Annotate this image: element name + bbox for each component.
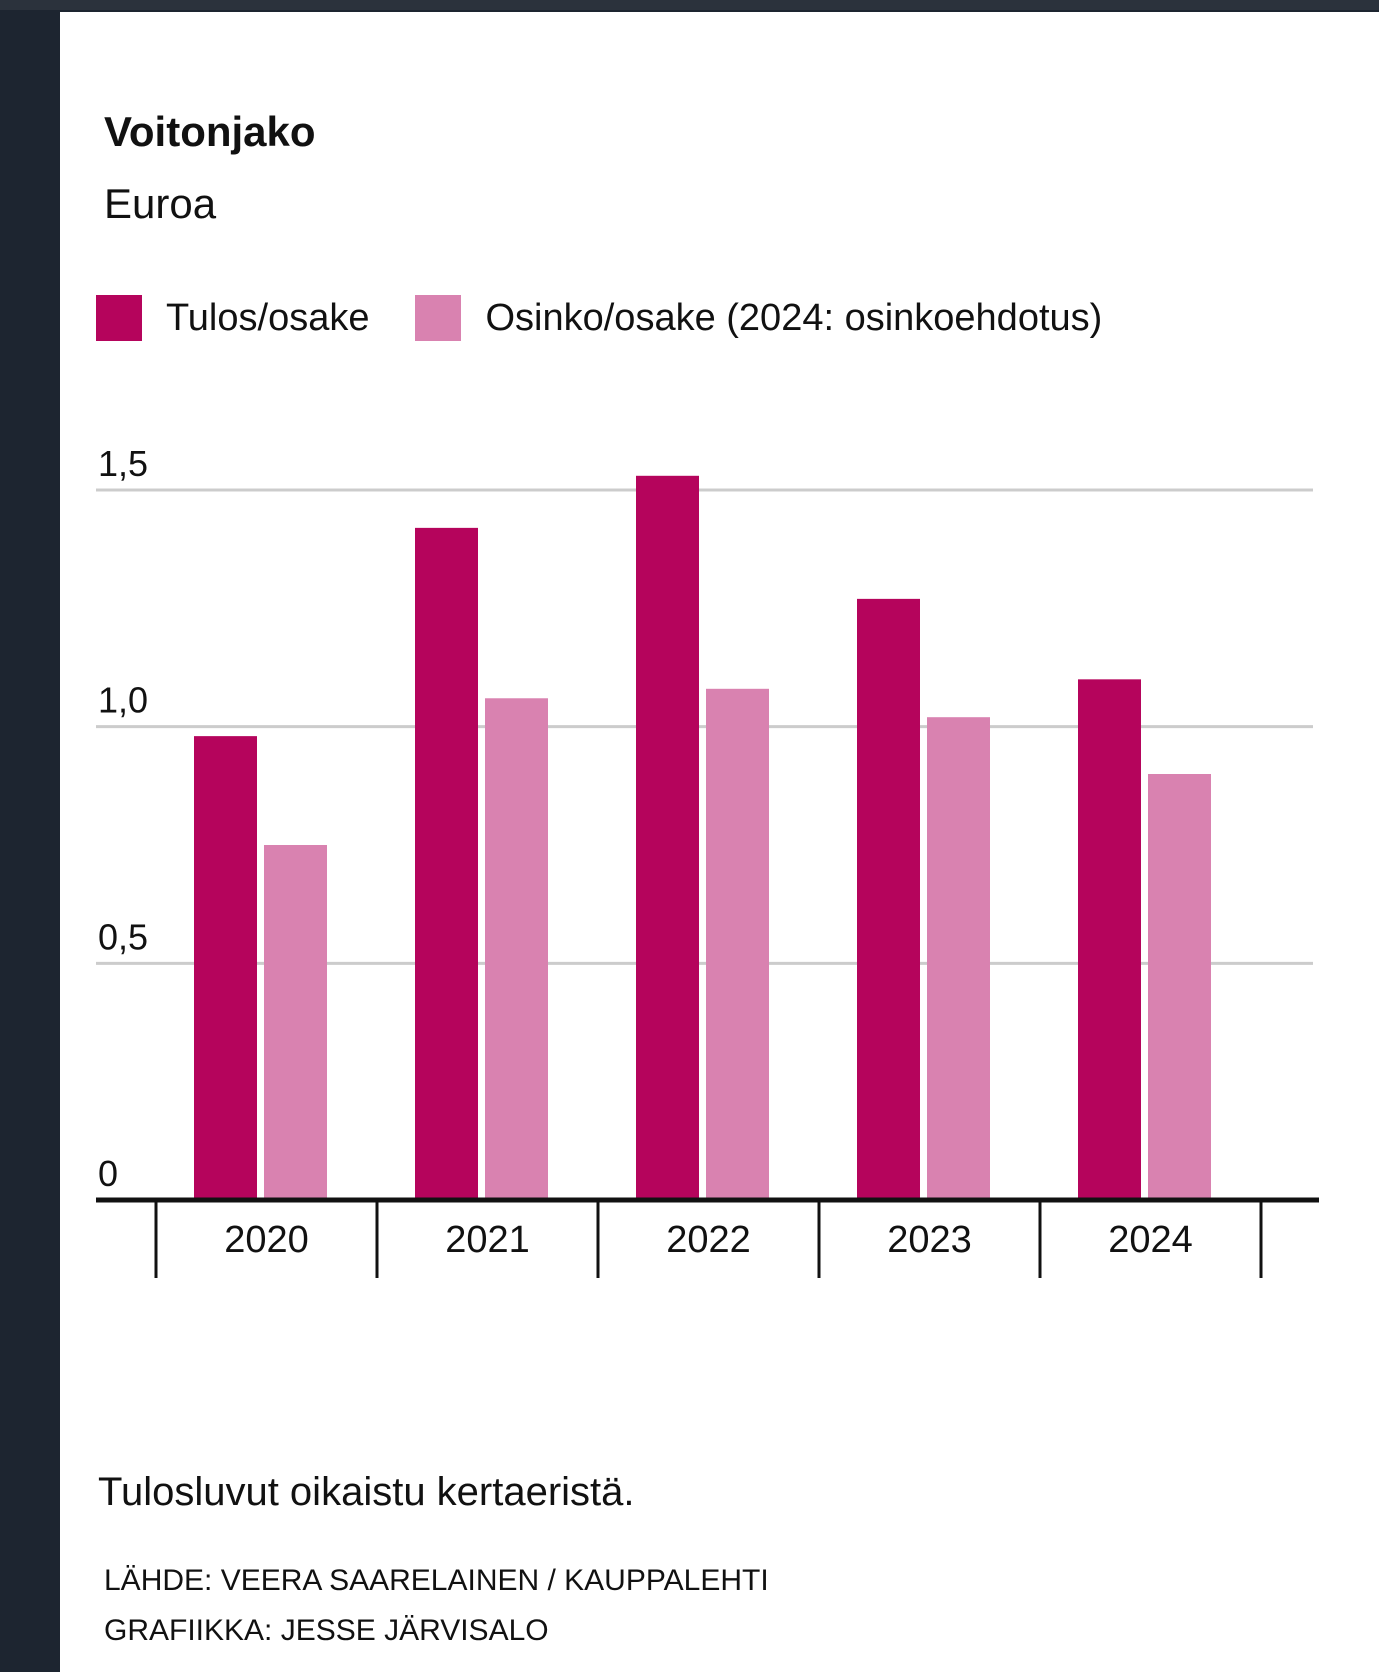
chart-card: Voitonjako Euroa Tulos/osake Osinko/osak…: [60, 12, 1379, 1672]
y-tick-label: 0,5: [98, 916, 148, 957]
chart-subtitle: Euroa: [104, 180, 217, 227]
bar-tulos: [415, 527, 478, 1200]
x-tick-label: 2024: [1108, 1219, 1193, 1261]
bar-tulos: [194, 736, 257, 1200]
y-tick-label: 1,0: [98, 680, 148, 721]
bar-osinko: [485, 698, 548, 1200]
legend-label-tulos: Tulos/osake: [166, 296, 370, 339]
legend-item-tulos: Tulos/osake: [96, 295, 369, 341]
bar-osinko: [1148, 774, 1211, 1200]
bar-osinko: [706, 688, 769, 1200]
bar-tulos: [1078, 679, 1141, 1200]
footnote: Tulosluvut oikaistu kertaeristä.: [98, 1470, 635, 1514]
x-tick-label: 2023: [887, 1219, 972, 1261]
bar-osinko: [927, 717, 990, 1200]
x-tick-label: 2020: [224, 1219, 309, 1261]
bar-chart: 0 0,5 1,0 1,5 2020 2021 2022 2023 2024: [96, 443, 1319, 1278]
legend: Tulos/osake Osinko/osake (2024: osinkoeh…: [96, 294, 1148, 342]
graphics-credit: GRAFIIKKA: JESSE JÄRVISALO: [104, 1614, 549, 1647]
x-tick-label: 2022: [666, 1219, 751, 1261]
bar-osinko: [264, 845, 327, 1200]
y-tick-label: 0: [98, 1153, 118, 1194]
source-credit: LÄHDE: VEERA SAARELAINEN / KAUPPALEHTI: [104, 1564, 769, 1597]
legend-item-osinko: Osinko/osake (2024: osinkoehdotus): [415, 295, 1102, 341]
bar-tulos: [857, 598, 920, 1200]
x-tick-label: 2021: [445, 1219, 530, 1261]
window-top-bar: [0, 0, 1379, 10]
legend-swatch-tulos: [96, 295, 142, 341]
bar-tulos: [636, 475, 699, 1200]
chart-title: Voitonjako: [104, 108, 316, 155]
legend-swatch-osinko: [415, 295, 462, 341]
y-tick-label: 1,5: [98, 443, 148, 484]
legend-label-osinko: Osinko/osake (2024: osinkoehdotus): [485, 296, 1103, 339]
